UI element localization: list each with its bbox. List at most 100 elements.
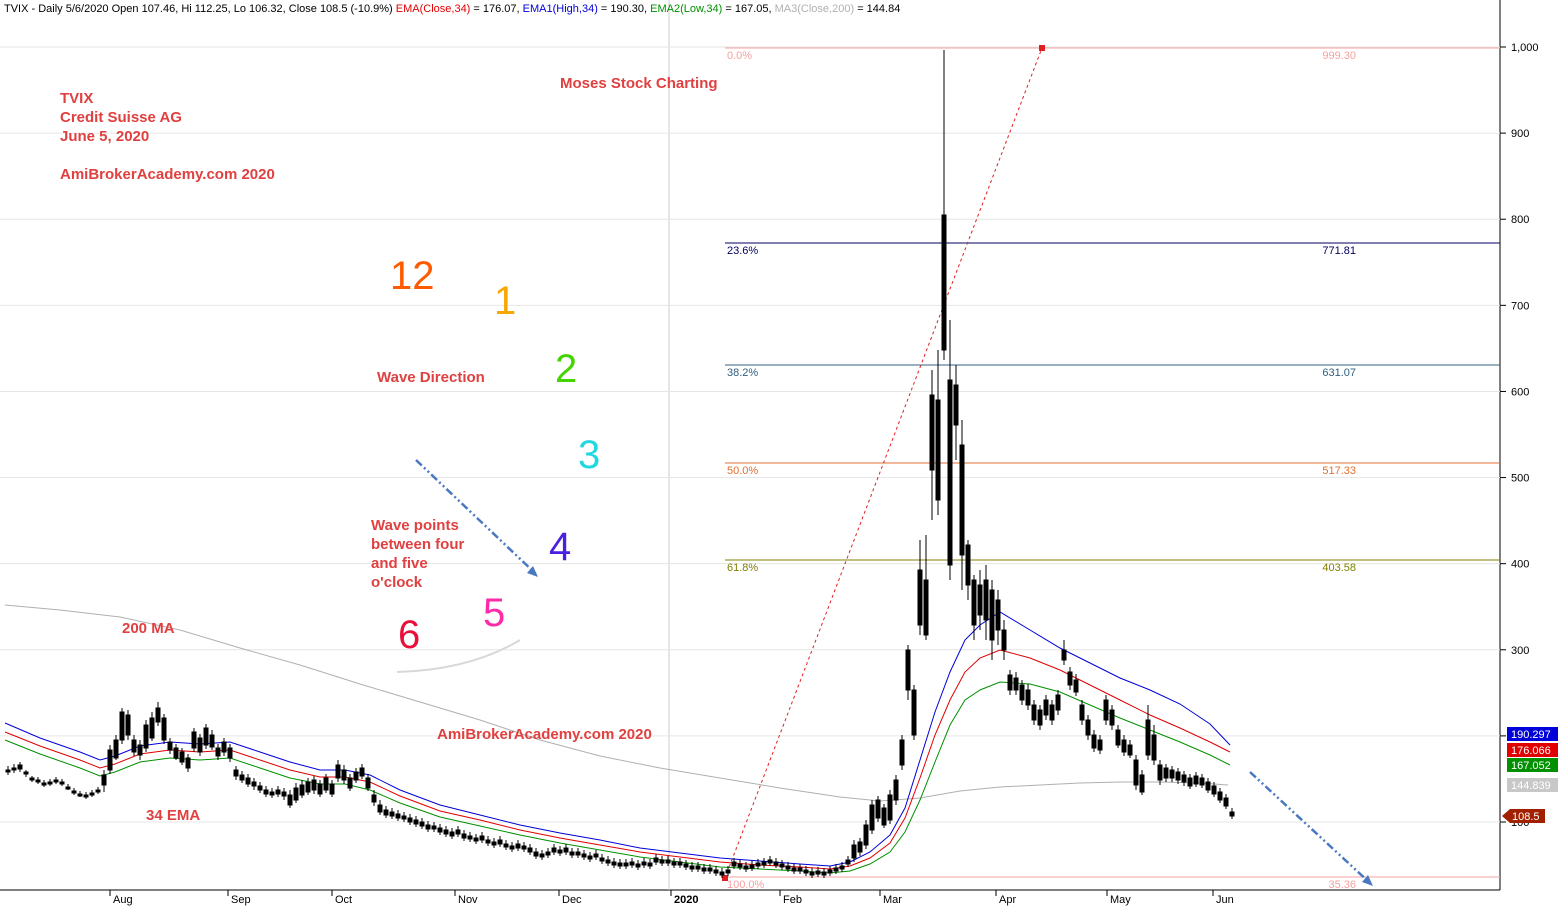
candle-body xyxy=(53,779,59,783)
candle-body xyxy=(245,777,251,785)
annotation-ma200: 200 MA xyxy=(122,620,175,637)
candle-body xyxy=(1217,791,1223,801)
candle-body xyxy=(155,707,161,723)
annotation-wave-points-4: o'clock xyxy=(371,574,423,591)
indicator-badge xyxy=(1507,743,1558,757)
candle-body xyxy=(863,824,869,846)
candle-body xyxy=(47,781,53,785)
candle-body xyxy=(707,867,713,872)
candle-body xyxy=(593,853,599,858)
fib-pct-label: 0.0% xyxy=(727,50,752,62)
candle-body xyxy=(215,747,221,757)
candle-body xyxy=(329,783,335,795)
candle-body xyxy=(443,829,449,835)
candle-body xyxy=(71,790,77,794)
candle-body xyxy=(551,847,557,853)
candle-body xyxy=(563,847,569,853)
candle-body xyxy=(599,857,605,862)
x-tick-label: Mar xyxy=(883,894,902,906)
candle-body xyxy=(1121,739,1127,753)
candle-body xyxy=(1025,689,1031,706)
candle-body xyxy=(1163,767,1169,779)
candle-body xyxy=(191,731,197,749)
ma200-line xyxy=(4,604,1229,802)
candle-body xyxy=(311,779,317,791)
candle-body xyxy=(845,859,851,865)
candle-body xyxy=(1085,719,1091,736)
candle-body xyxy=(341,769,347,781)
y-tick-label: 1,000 xyxy=(1511,42,1539,54)
candle-body xyxy=(497,839,503,845)
candle-body xyxy=(137,744,143,756)
fib-price-label: 631.07 xyxy=(1322,367,1356,379)
candle-body xyxy=(737,863,743,868)
candle-body xyxy=(347,777,353,789)
candle-body xyxy=(425,824,431,830)
header-ema1-label: EMA1(High,34) xyxy=(523,3,598,15)
candle-body xyxy=(1097,739,1103,751)
candle-body xyxy=(1013,677,1019,691)
fib-pct-label: 100.0% xyxy=(727,879,765,891)
candle-body xyxy=(983,579,989,621)
fib-price-label: 35.36 xyxy=(1328,879,1356,891)
candle-body xyxy=(833,867,839,872)
candle-body xyxy=(395,813,401,819)
candle-body xyxy=(701,867,707,872)
annotation-company: Credit Suisse AG xyxy=(60,109,182,126)
candle-body xyxy=(977,584,983,616)
candle-body xyxy=(527,847,533,853)
candle-body xyxy=(113,739,119,759)
price-badge-label: 108.5 xyxy=(1512,811,1540,823)
candle-body xyxy=(941,214,947,351)
candle-body xyxy=(953,384,959,426)
candle-body xyxy=(1157,764,1163,781)
candle-body xyxy=(221,741,227,753)
candle-body xyxy=(1139,774,1145,793)
candle-body xyxy=(989,589,995,641)
candle-body xyxy=(161,717,167,741)
candle-body xyxy=(467,835,473,840)
annotation-wave-points-1: Wave points xyxy=(371,517,459,534)
candle-body xyxy=(1199,777,1205,786)
annotation-brand: Moses Stock Charting xyxy=(560,75,718,92)
candle-body xyxy=(107,749,113,771)
candle-body xyxy=(1181,774,1187,783)
candle-body xyxy=(797,867,803,872)
candle-body xyxy=(743,865,749,870)
clock-number-3: 3 xyxy=(578,433,600,477)
candle-body xyxy=(773,861,779,866)
candle-body xyxy=(83,794,89,798)
annotation-wave-points-3: and five xyxy=(371,555,428,572)
fib-price-label: 771.81 xyxy=(1322,245,1356,257)
candle-body xyxy=(227,747,233,759)
fib-pct-label: 61.8% xyxy=(727,562,758,574)
candle-body xyxy=(545,851,551,856)
x-tick-label: Feb xyxy=(783,894,802,906)
candle-body xyxy=(887,794,893,821)
candle-body xyxy=(911,689,917,736)
candle-body xyxy=(731,861,737,867)
candle-body xyxy=(323,777,329,791)
candle-body xyxy=(515,843,521,849)
candle-body xyxy=(749,864,755,869)
header-ema-label: EMA(Close,34) xyxy=(396,3,471,15)
candle-body xyxy=(1175,771,1181,781)
candle-body xyxy=(1091,734,1097,749)
candle-body xyxy=(539,853,545,858)
candle-body xyxy=(1151,734,1157,761)
annotation-wave-direction: Wave Direction xyxy=(377,369,485,386)
candle-body xyxy=(491,841,497,846)
x-tick-label: May xyxy=(1110,894,1131,906)
candle-body xyxy=(653,857,659,863)
candle-body xyxy=(299,784,305,796)
candle-body xyxy=(65,786,71,790)
candle-body xyxy=(407,817,413,823)
candle-body xyxy=(569,851,575,856)
candle-body xyxy=(179,751,185,763)
candle-body xyxy=(1205,781,1211,791)
candle-body xyxy=(893,779,899,801)
candle-body xyxy=(611,861,617,866)
candle-body xyxy=(1031,704,1037,721)
candle-body xyxy=(197,737,203,753)
candle-body xyxy=(815,870,821,875)
